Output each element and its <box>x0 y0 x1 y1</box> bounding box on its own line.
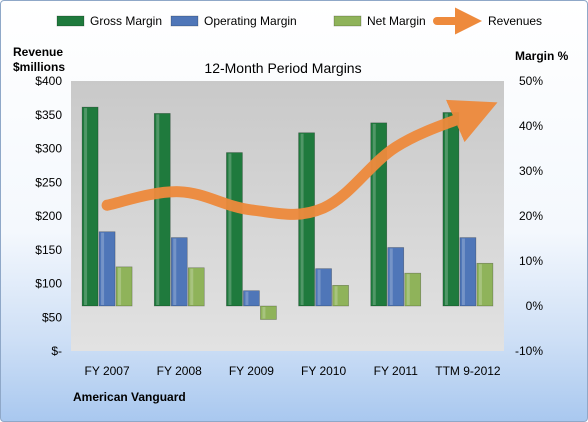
revenue-series <box>101 99 498 220</box>
left-tick-label: $- <box>51 344 62 358</box>
left-tick-label: $100 <box>35 277 62 291</box>
right-axis-title: Margin % <box>515 49 569 63</box>
x-tick-label: FY 2009 <box>229 364 274 378</box>
x-tick-label: FY 2011 <box>374 364 419 378</box>
revenue-line <box>101 99 498 220</box>
left-axis-ticks: $- $50 $100 $150 $200 $250 $300 $350 $400 <box>35 74 62 358</box>
bar-highlight <box>101 232 105 305</box>
bar-highlight <box>444 113 448 305</box>
right-axis-ticks: -10% 0% 10% 20% 30% 40% 50% <box>515 74 543 358</box>
x-tick-label: FY 2010 <box>301 364 346 378</box>
bars <box>81 106 494 320</box>
legend-swatch-gross-margin <box>56 15 85 27</box>
bar-net-margin <box>332 284 349 307</box>
right-tick-label: 30% <box>519 164 543 178</box>
left-tick-label: $50 <box>42 310 62 324</box>
x-axis-labels: FY 2007 FY 2008 FY 2009 FY 2010 FY 2011 TTM 9… <box>85 364 501 378</box>
left-tick-label: $150 <box>35 243 62 257</box>
bar-highlight <box>406 274 410 305</box>
left-tick-label: $300 <box>35 142 62 156</box>
legend-swatch-net-margin <box>333 15 362 27</box>
bar-operating-margin <box>459 237 477 307</box>
legend-label: Gross Margin <box>90 14 162 28</box>
legend-swatch-operating-margin <box>170 15 199 27</box>
legend: Gross Margin Operating Margin Net Margin Re… <box>56 7 542 35</box>
left-tick-label: $250 <box>35 175 62 189</box>
right-tick-label: 20% <box>519 209 543 223</box>
bar-net-margin <box>115 266 133 307</box>
right-tick-label: 40% <box>519 119 543 133</box>
legend-label: Net Margin <box>367 14 426 28</box>
right-tick-label: 50% <box>519 74 543 88</box>
left-tick-label: $350 <box>35 108 62 122</box>
bar-net-margin <box>260 305 277 320</box>
chart-title: 12-Month Period Margins <box>204 60 361 76</box>
bar-highlight <box>372 123 376 305</box>
right-tick-label: -10% <box>515 344 543 358</box>
bar-highlight <box>118 267 122 305</box>
x-tick-label: TTM 9-2012 <box>435 364 501 378</box>
bar-highlight <box>173 238 177 305</box>
bar-highlight <box>478 264 482 305</box>
bar-highlight <box>300 133 304 305</box>
bar-gross-margin <box>153 113 171 307</box>
bar-highlight <box>334 286 338 305</box>
bar-highlight <box>389 248 393 305</box>
bar-highlight <box>461 238 465 305</box>
right-tick-label: 0% <box>526 299 544 313</box>
left-axis-title-line1: Revenue <box>13 45 63 59</box>
legend-label: Revenues <box>488 14 542 28</box>
bar-gross-margin <box>226 152 243 307</box>
bar-operating-margin <box>387 247 405 307</box>
bar-net-margin <box>476 262 494 307</box>
left-tick-label: $400 <box>35 74 62 88</box>
x-tick-label: FY 2008 <box>157 364 202 378</box>
bar-highlight <box>245 291 249 305</box>
left-tick-label: $200 <box>35 209 62 223</box>
bar-highlight <box>317 269 321 305</box>
left-axis-title-line2: $millions <box>13 60 65 74</box>
bar-operating-margin <box>315 268 332 307</box>
bar-gross-margin <box>81 106 99 307</box>
legend-label: Operating Margin <box>204 14 297 28</box>
bar-net-margin <box>187 267 205 307</box>
bar-highlight <box>262 307 266 319</box>
bar-operating-margin <box>243 290 260 307</box>
right-tick-label: 10% <box>519 254 543 268</box>
bar-operating-margin <box>170 237 188 307</box>
bar-operating-margin <box>98 231 116 307</box>
company-name: American Vanguard <box>73 390 186 404</box>
bar-highlight <box>228 153 232 305</box>
bar-net-margin <box>404 272 422 307</box>
bar-highlight <box>190 268 194 305</box>
bar-highlight <box>84 108 88 305</box>
bar-highlight <box>156 114 160 306</box>
x-tick-label: FY 2007 <box>85 364 130 378</box>
